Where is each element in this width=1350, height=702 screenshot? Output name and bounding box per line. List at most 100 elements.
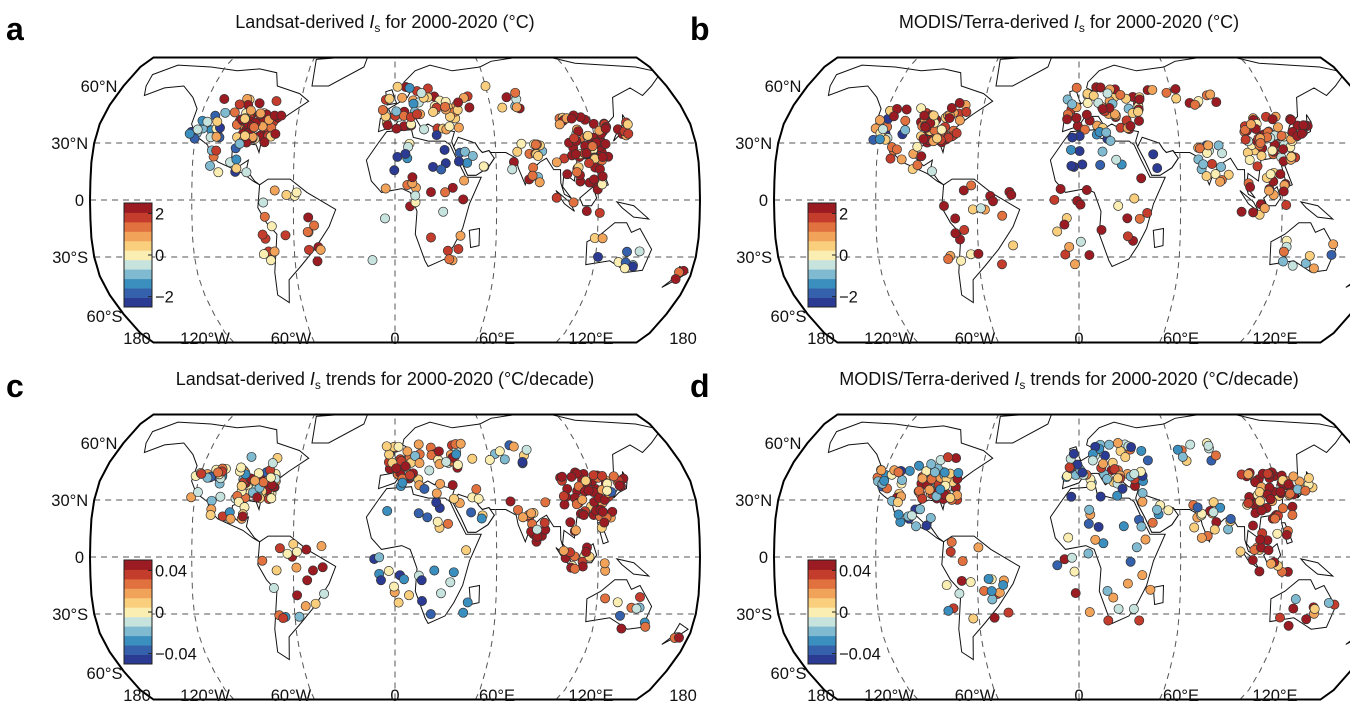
panel-label: b	[690, 11, 710, 47]
gridline-lon	[475, 414, 498, 700]
land-greenland	[995, 57, 1053, 87]
city-marker	[1069, 566, 1080, 577]
colorbar-tick-label: −0.04	[155, 646, 197, 664]
colorbar-swatch	[808, 240, 836, 251]
city-marker	[380, 183, 391, 194]
city-marker	[444, 121, 455, 132]
city-marker	[278, 613, 289, 624]
city-marker	[274, 543, 285, 554]
city-marker	[1095, 491, 1106, 502]
city-marker	[946, 537, 957, 548]
colorbar-swatch	[808, 297, 836, 308]
city-marker	[1275, 169, 1286, 180]
city-marker	[1255, 534, 1266, 545]
city-marker	[1101, 127, 1112, 138]
city-marker	[1276, 130, 1287, 141]
city-marker	[928, 110, 939, 121]
city-marker	[1063, 532, 1074, 543]
city-marker	[588, 470, 599, 481]
city-marker	[1210, 450, 1221, 461]
city-marker	[1115, 89, 1126, 100]
title-part: Landsat-derived	[176, 369, 310, 389]
city-marker	[950, 228, 961, 239]
gridline-lon	[555, 414, 599, 700]
colorbar-swatch	[808, 635, 836, 646]
city-marker	[254, 98, 265, 109]
city-marker	[958, 185, 969, 196]
city-marker	[501, 92, 512, 103]
colorbar-swatch	[124, 616, 152, 627]
city-marker	[1148, 149, 1159, 160]
colorbar-swatch	[124, 278, 152, 289]
city-marker	[1062, 114, 1073, 125]
city-marker	[397, 92, 408, 103]
city-marker	[1309, 604, 1320, 614]
city-marker	[241, 167, 252, 178]
city-marker	[259, 137, 270, 148]
city-marker	[521, 444, 532, 455]
city-marker	[1083, 518, 1094, 529]
city-marker	[1134, 115, 1144, 126]
city-marker	[1243, 498, 1254, 509]
city-marker	[267, 458, 278, 469]
city-marker	[444, 254, 455, 265]
city-marker	[1254, 566, 1265, 577]
city-marker	[593, 251, 603, 262]
city-marker	[440, 187, 451, 198]
city-marker	[213, 167, 224, 178]
city-marker	[462, 597, 473, 608]
city-marker	[404, 470, 415, 481]
map-body	[90, 414, 700, 700]
city-marker	[570, 525, 581, 536]
city-marker	[517, 457, 528, 467]
map-svg-c: c Landsat-derived Is trends for 2000-2020…	[6, 368, 702, 702]
colorbar-swatch	[808, 203, 836, 213]
city-marker	[634, 246, 645, 257]
colorbar-tick-label: 0	[155, 247, 164, 265]
city-marker	[431, 497, 442, 508]
city-marker	[878, 124, 888, 135]
city-marker	[1207, 159, 1217, 169]
city-marker	[419, 483, 430, 494]
city-marker	[1134, 94, 1145, 105]
lon-tick-label: 180	[669, 330, 697, 348]
city-marker	[1286, 151, 1297, 162]
city-marker	[473, 493, 484, 504]
city-marker	[425, 609, 436, 620]
lat-tick-label: 30°S	[736, 249, 772, 267]
city-marker	[1240, 134, 1251, 145]
city-marker	[1264, 185, 1274, 196]
city-marker	[565, 517, 576, 528]
colorbar-swatch	[808, 221, 836, 232]
city-marker	[252, 492, 263, 503]
city-marker	[438, 206, 449, 217]
city-marker	[939, 201, 949, 211]
city-marker	[954, 115, 965, 126]
colorbar-swatch	[808, 569, 836, 580]
colorbar-swatch	[808, 259, 836, 270]
city-marker	[255, 108, 266, 119]
city-marker	[276, 110, 287, 121]
gridline-lon	[1159, 57, 1182, 343]
colorbar-swatch	[808, 250, 836, 261]
city-marker	[1070, 259, 1080, 270]
city-marker	[540, 497, 551, 508]
city-marker	[572, 167, 582, 178]
city-marker	[308, 565, 318, 576]
land-north-america	[143, 64, 310, 186]
city-marker	[1064, 462, 1075, 473]
city-marker	[213, 467, 223, 478]
city-marker	[1103, 615, 1114, 626]
city-marker	[1147, 517, 1158, 528]
lat-tick-label: 60°N	[765, 435, 802, 453]
city-marker	[1108, 592, 1119, 603]
title-part: MODIS/Terra-derived	[839, 369, 1014, 389]
city-marker	[433, 446, 444, 457]
city-marker	[1281, 529, 1292, 540]
city-marker	[1137, 488, 1148, 499]
city-marker	[1112, 473, 1123, 484]
city-marker	[508, 441, 519, 452]
city-marker	[906, 510, 917, 521]
land-new-guinea	[615, 201, 651, 220]
city-marker	[951, 453, 962, 464]
